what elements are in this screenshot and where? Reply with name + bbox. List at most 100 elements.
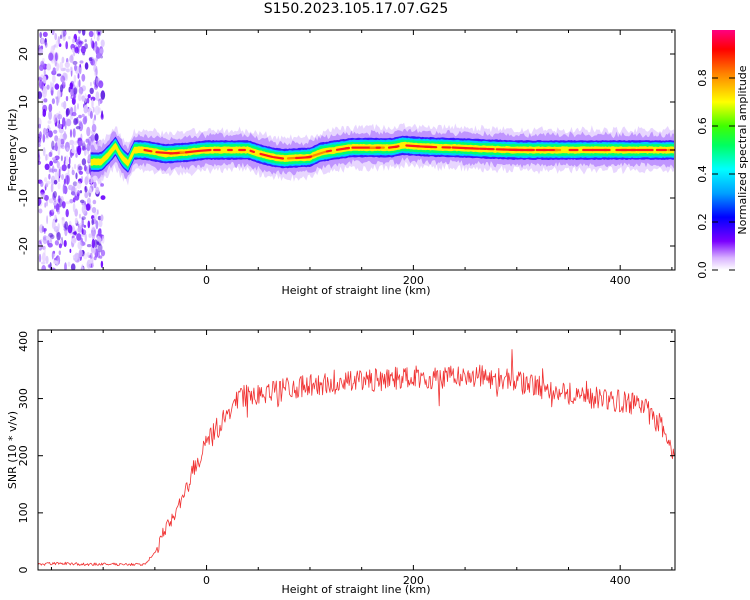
noise-blob [60, 138, 65, 145]
noise-blob [74, 64, 77, 72]
noise-blob [78, 170, 84, 175]
noise-blob [69, 115, 74, 120]
noise-blob [86, 259, 92, 269]
noise-blob [53, 179, 58, 185]
noise-blob [92, 106, 95, 113]
noise-blob [80, 199, 85, 204]
noise-blob [95, 220, 99, 230]
noise-blob [79, 63, 81, 68]
noise-blob [93, 181, 97, 189]
noise-blob [78, 86, 84, 95]
noise-blob [53, 129, 58, 134]
noise-blob [73, 141, 78, 146]
noise-blob [71, 47, 75, 53]
x-tick-label: 400 [610, 574, 631, 587]
noise-blob [95, 186, 100, 195]
noise-blob [45, 235, 50, 241]
noise-blob [65, 41, 68, 50]
noise-blob [75, 172, 78, 180]
y-tick-label: 100 [17, 502, 30, 523]
noise-blob [48, 130, 53, 138]
noise-blob [38, 79, 44, 89]
noise-blob [61, 164, 67, 172]
noise-blob [42, 147, 46, 157]
noise-blob [81, 95, 85, 102]
x-tick-label: 0 [203, 274, 210, 287]
noise-blob [38, 136, 41, 143]
noise-blob [51, 219, 56, 229]
noise-blob [69, 248, 72, 253]
noise-blob [55, 52, 58, 61]
x-axis-label: Height of straight line (km) [281, 583, 430, 596]
noise-blob [80, 43, 82, 49]
noise-blob [96, 35, 100, 42]
y-axis-ticks: -20 -10 0 10 20 [17, 47, 675, 255]
noise-blob [71, 169, 75, 176]
noise-blob [91, 99, 94, 109]
noise-blob [38, 241, 41, 250]
ridge-core [143, 144, 675, 160]
noise-blob [81, 158, 87, 166]
noise-blob [69, 139, 75, 146]
ridge-peak [143, 148, 153, 153]
ridge-peak [304, 155, 313, 159]
noise-blob [83, 140, 85, 147]
noise-blob [59, 61, 63, 70]
noise-blob [92, 118, 95, 127]
noise-blob [69, 129, 73, 138]
noise-blob [41, 38, 44, 45]
noise-blob [72, 60, 78, 65]
noise-blob [56, 231, 61, 241]
noise-blob [53, 260, 58, 264]
noise-blob [44, 202, 47, 208]
noise-blob [91, 238, 95, 249]
noise-blob [83, 224, 87, 228]
noise-blob [81, 216, 86, 221]
noise-blob [70, 95, 73, 99]
noise-blob [77, 145, 82, 156]
colorbar-gradient [712, 30, 735, 270]
noise-blob [43, 85, 48, 95]
noise-blob [66, 68, 70, 73]
noise-blob [89, 164, 91, 174]
noise-blob [57, 114, 63, 120]
ridge-peak [184, 149, 201, 154]
y-tick-label: 0 [17, 567, 30, 574]
noise-blob [89, 87, 94, 95]
noise-blob [79, 213, 81, 219]
noise-blob [68, 184, 74, 191]
noise-blob [74, 253, 79, 260]
noise-blob [54, 240, 60, 246]
noise-blob [38, 253, 42, 263]
noise-blob [63, 130, 67, 141]
noise-blob [43, 98, 48, 103]
noise-blob [58, 168, 61, 179]
noise-blob [55, 40, 59, 49]
noise-blob [95, 65, 98, 76]
noise-blob [48, 110, 52, 120]
noise-blob [58, 250, 61, 256]
noise-blob [56, 167, 61, 177]
noise-blob [82, 116, 88, 125]
ridge-peak [199, 148, 212, 152]
noise-blob [53, 201, 57, 206]
noise-blob [84, 164, 87, 172]
noise-blob [72, 202, 76, 213]
noise-blob [88, 57, 93, 61]
noise-blob [52, 157, 56, 161]
noise-blob [87, 94, 91, 99]
spectrogram-panel: 0 200 400 -20 -10 0 10 20 Height of straight l… [6, 29, 676, 297]
noise-blob [51, 82, 55, 91]
noise-blob [96, 52, 101, 59]
noise-blob [81, 264, 84, 270]
noise-blob [73, 87, 78, 95]
noise-blob [76, 233, 82, 241]
noise-blob [38, 143, 41, 148]
noise-blob [43, 69, 46, 77]
noise-blob [97, 31, 101, 35]
noise-blob [48, 198, 54, 204]
noise-blob [78, 165, 83, 171]
noise-blob [89, 135, 94, 145]
noise-blob [78, 249, 83, 258]
noise-blob [68, 156, 71, 166]
